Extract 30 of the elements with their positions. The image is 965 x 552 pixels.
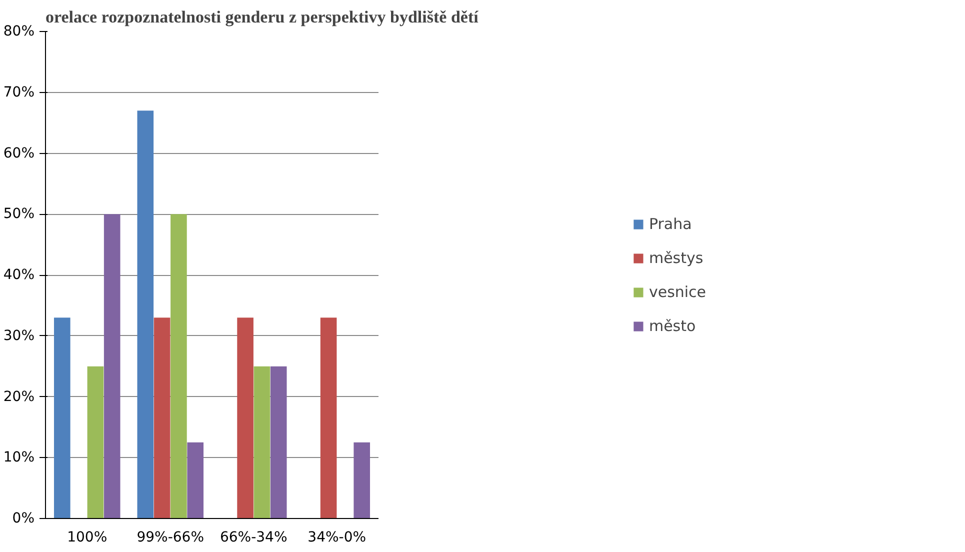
y-tick-label: 80% [3,24,35,40]
bar [237,318,254,518]
legend-label: město [648,316,696,334]
bar [320,318,337,518]
bar [170,214,187,518]
y-tick-label: 50% [3,206,35,222]
y-tick-label: 10% [3,450,35,466]
bar [354,442,370,518]
bar [270,366,287,518]
y-tick-label: 20% [3,388,35,405]
y-tick-label: 70% [3,84,35,100]
y-tick-label: 30% [3,328,35,344]
legend-label: vesnice [648,282,706,300]
legend-label: Praha [648,214,692,232]
y-tick-label: 0% [12,510,35,526]
chart-title: orelace rozpoznatelnosti genderu z perspektivy bydliště dětí [46,8,479,26]
x-tick-label: 66%-34% [220,530,288,546]
x-tick-label: 34%-0% [308,530,366,546]
bar [254,366,270,518]
x-tick-label: 99%-66% [136,530,204,546]
bar [154,318,170,518]
y-tick-label: 40% [3,267,35,283]
y-tick-label: 60% [3,145,35,162]
bar [54,318,70,518]
bar [137,110,154,518]
legend-label: městys [648,248,704,266]
bar [187,442,204,518]
bar [87,366,104,518]
bar [104,214,120,518]
x-tick-label: 100% [67,530,108,546]
